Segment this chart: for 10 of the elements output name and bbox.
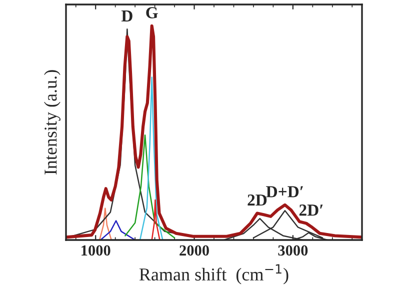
x-tick-label: 2000 bbox=[180, 245, 209, 256]
x-axis-title: Raman shift (cm$^{−1}$) bbox=[139, 264, 288, 284]
annotation: 2D′ bbox=[299, 204, 323, 216]
y-axis-title: Intensity (a.u.) bbox=[44, 70, 60, 174]
x-tick-label: 3000 bbox=[278, 245, 308, 256]
annotation: 2D bbox=[248, 194, 267, 206]
annotation: D+D′ bbox=[266, 186, 303, 198]
annotation: D bbox=[121, 10, 132, 22]
annotation: G bbox=[146, 7, 158, 18]
x-tick-label: 1000 bbox=[82, 245, 110, 256]
